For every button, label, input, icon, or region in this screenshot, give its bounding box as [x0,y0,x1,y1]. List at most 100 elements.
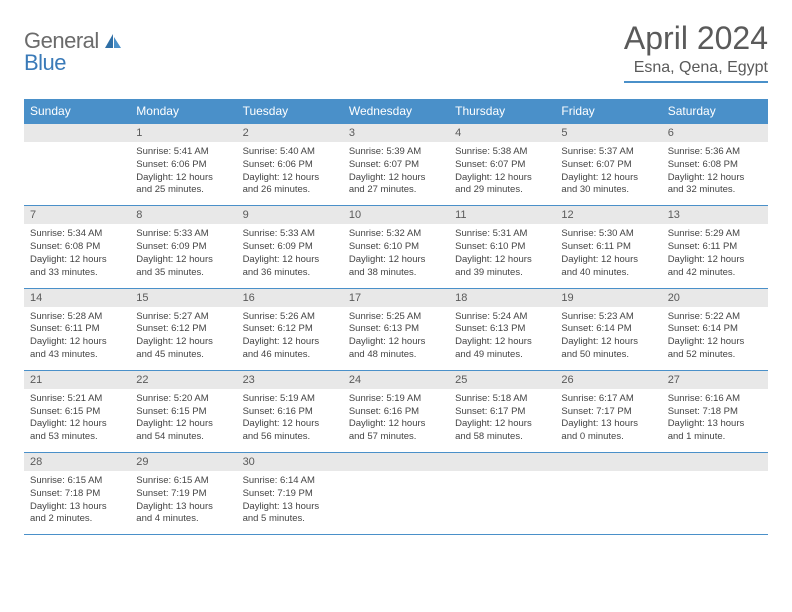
day-cell: 24Sunrise: 5:19 AMSunset: 6:16 PMDayligh… [343,370,449,452]
daylight-text: Daylight: 12 hours and 50 minutes. [561,336,655,362]
day-cell: 15Sunrise: 5:27 AMSunset: 6:12 PMDayligh… [130,288,236,370]
day-cell: 11Sunrise: 5:31 AMSunset: 6:10 PMDayligh… [449,206,555,288]
day-number: 2 [237,124,343,142]
day-of-week-row: Sunday Monday Tuesday Wednesday Thursday… [24,99,768,124]
dow-tuesday: Tuesday [237,99,343,124]
calendar-table: Sunday Monday Tuesday Wednesday Thursday… [24,99,768,535]
daylight-text: Daylight: 12 hours and 43 minutes. [30,336,124,362]
day-cell: 19Sunrise: 5:23 AMSunset: 6:14 PMDayligh… [555,288,661,370]
day-number: 11 [449,206,555,224]
day-number: 3 [343,124,449,142]
day-body: Sunrise: 5:28 AMSunset: 6:11 PMDaylight:… [24,307,130,370]
month-title: April 2024 [624,20,768,57]
daylight-text: Daylight: 12 hours and 26 minutes. [243,172,337,198]
day-body: Sunrise: 5:18 AMSunset: 6:17 PMDaylight:… [449,389,555,452]
day-body: Sunrise: 5:25 AMSunset: 6:13 PMDaylight:… [343,307,449,370]
sunrise-text: Sunrise: 5:33 AM [136,228,230,241]
dow-monday: Monday [130,99,236,124]
sunrise-text: Sunrise: 5:36 AM [668,146,762,159]
sunrise-text: Sunrise: 5:33 AM [243,228,337,241]
day-body: Sunrise: 5:22 AMSunset: 6:14 PMDaylight:… [662,307,768,370]
daylight-text: Daylight: 12 hours and 46 minutes. [243,336,337,362]
day-body: Sunrise: 5:23 AMSunset: 6:14 PMDaylight:… [555,307,661,370]
day-body: Sunrise: 6:15 AMSunset: 7:19 PMDaylight:… [130,471,236,534]
day-body: Sunrise: 5:36 AMSunset: 6:08 PMDaylight:… [662,142,768,205]
logo-text-blue: Blue [24,50,66,75]
day-body: Sunrise: 5:27 AMSunset: 6:12 PMDaylight:… [130,307,236,370]
day-body: Sunrise: 5:33 AMSunset: 6:09 PMDaylight:… [237,224,343,287]
daylight-text: Daylight: 12 hours and 32 minutes. [668,172,762,198]
sunset-text: Sunset: 6:15 PM [30,406,124,419]
sunset-text: Sunset: 6:10 PM [455,241,549,254]
sunrise-text: Sunrise: 5:27 AM [136,311,230,324]
day-cell: 5Sunrise: 5:37 AMSunset: 6:07 PMDaylight… [555,124,661,206]
day-cell: 3Sunrise: 5:39 AMSunset: 6:07 PMDaylight… [343,124,449,206]
day-cell [343,453,449,535]
sunset-text: Sunset: 7:18 PM [30,488,124,501]
day-cell: 21Sunrise: 5:21 AMSunset: 6:15 PMDayligh… [24,370,130,452]
sunset-text: Sunset: 7:17 PM [561,406,655,419]
day-cell: 29Sunrise: 6:15 AMSunset: 7:19 PMDayligh… [130,453,236,535]
day-body: Sunrise: 5:19 AMSunset: 6:16 PMDaylight:… [343,389,449,452]
day-body [24,142,130,154]
empty-day-number [343,453,449,471]
empty-day-number [555,453,661,471]
daylight-text: Daylight: 13 hours and 4 minutes. [136,501,230,527]
sunset-text: Sunset: 6:13 PM [455,323,549,336]
week-row: 1Sunrise: 5:41 AMSunset: 6:06 PMDaylight… [24,124,768,206]
daylight-text: Daylight: 12 hours and 49 minutes. [455,336,549,362]
daylight-text: Daylight: 12 hours and 29 minutes. [455,172,549,198]
day-number: 21 [24,371,130,389]
sunrise-text: Sunrise: 5:21 AM [30,393,124,406]
day-body: Sunrise: 5:32 AMSunset: 6:10 PMDaylight:… [343,224,449,287]
week-row: 21 Sunrise: 5:21 AMSunset: 6:15 PM Dayligh… [24,370,768,452]
sunrise-text: Sunrise: 5:34 AM [30,228,124,241]
daylight-text: Daylight: 12 hours and 36 minutes. [243,254,337,280]
day-body: Sunrise: 5:40 AMSunset: 6:06 PMDaylight:… [237,142,343,205]
day-body: Sunrise: 6:16 AMSunset: 7:18 PMDaylight:… [662,389,768,452]
day-cell: 14Sunrise: 5:28 AMSunset: 6:11 PMDayligh… [24,288,130,370]
sunrise-text: Sunrise: 5:24 AM [455,311,549,324]
sunset-text: Sunset: 6:06 PM [243,159,337,172]
daylight-text: Daylight: 12 hours and 57 minutes. [349,418,443,444]
day-cell: 2Sunrise: 5:40 AMSunset: 6:06 PMDaylight… [237,124,343,206]
day-cell: 20Sunrise: 5:22 AMSunset: 6:14 PMDayligh… [662,288,768,370]
day-number: 27 [662,371,768,389]
empty-day-number [662,453,768,471]
day-number: 15 [130,289,236,307]
daylight-text: Daylight: 12 hours and 38 minutes. [349,254,443,280]
sunset-text: Sunset: 7:19 PM [243,488,337,501]
day-number: 16 [237,289,343,307]
sunrise-text: Sunrise: 5:30 AM [561,228,655,241]
daylight-text: Daylight: 12 hours and 25 minutes. [136,172,230,198]
sunset-text: Sunset: 6:12 PM [243,323,337,336]
day-cell: 8Sunrise: 5:33 AMSunset: 6:09 PMDaylight… [130,206,236,288]
day-number: 4 [449,124,555,142]
day-number: 28 [24,453,130,471]
daylight-text: Daylight: 13 hours and 1 minute. [668,418,762,444]
sunset-text: Sunset: 6:08 PM [30,241,124,254]
sunset-text: Sunset: 7:18 PM [668,406,762,419]
sunrise-text: Sunrise: 6:15 AM [30,475,124,488]
sunrise-text: Sunrise: 5:19 AM [243,393,337,406]
dow-friday: Friday [555,99,661,124]
empty-day-number [24,124,130,142]
day-cell: 25Sunrise: 5:18 AMSunset: 6:17 PMDayligh… [449,370,555,452]
daylight-text: Daylight: 13 hours and 2 minutes. [30,501,124,527]
day-body: Sunrise: 5:34 AMSunset: 6:08 PMDaylight:… [24,224,130,287]
day-number: 30 [237,453,343,471]
day-cell: 22Sunrise: 5:20 AMSunset: 6:15 PMDayligh… [130,370,236,452]
dow-saturday: Saturday [662,99,768,124]
daylight-text: Daylight: 12 hours and 45 minutes. [136,336,230,362]
daylight-text: Daylight: 12 hours and 30 minutes. [561,172,655,198]
daylight-text: Daylight: 13 hours and 0 minutes. [561,418,655,444]
sunrise-text: Sunrise: 5:32 AM [349,228,443,241]
day-cell: 23Sunrise: 5:19 AMSunset: 6:16 PMDayligh… [237,370,343,452]
week-row: 7Sunrise: 5:34 AMSunset: 6:08 PMDaylight… [24,206,768,288]
day-body: Sunrise: 5:19 AMSunset: 6:16 PMDaylight:… [237,389,343,452]
day-number: 17 [343,289,449,307]
logo-sail-icon [103,32,123,50]
day-body: Sunrise: 5:24 AMSunset: 6:13 PMDaylight:… [449,307,555,370]
sunset-text: Sunset: 6:14 PM [668,323,762,336]
sunrise-text: Sunrise: 5:23 AM [561,311,655,324]
